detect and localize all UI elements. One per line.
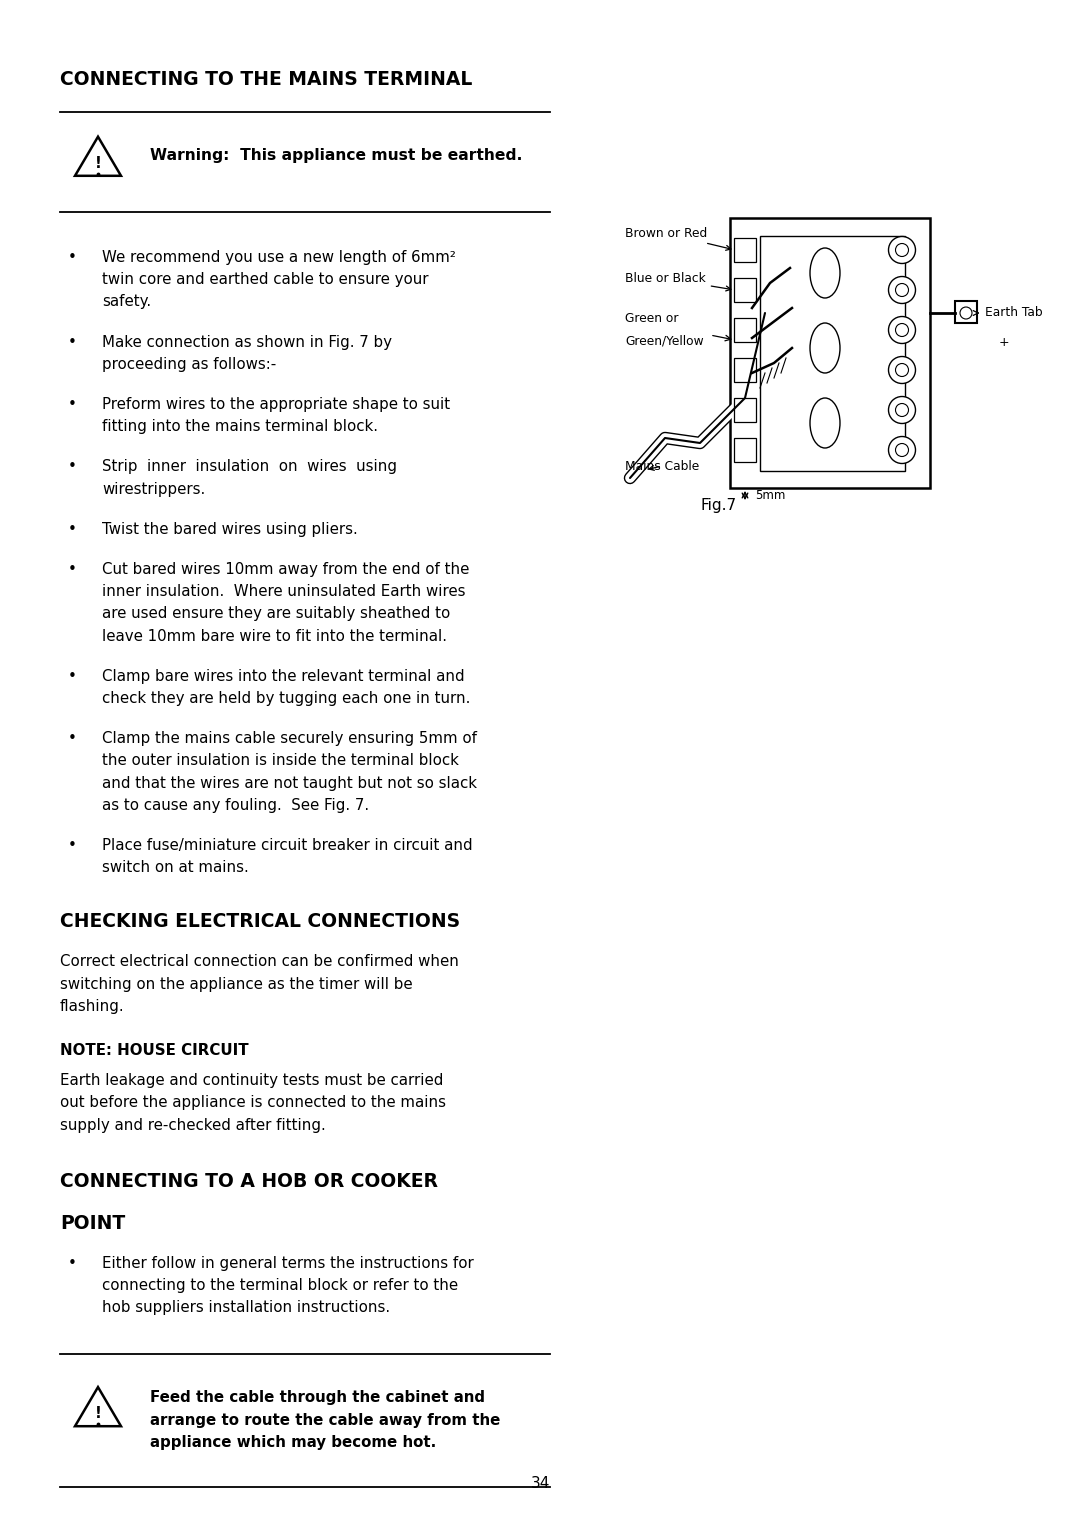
Text: Mains Cable: Mains Cable	[625, 460, 699, 472]
Text: Either follow in general terms the instructions for: Either follow in general terms the instr…	[102, 1256, 474, 1271]
Text: wirestrippers.: wirestrippers.	[102, 481, 205, 497]
Text: Preform wires to the appropriate shape to suit: Preform wires to the appropriate shape t…	[102, 397, 450, 413]
Text: are used ensure they are suitably sheathed to: are used ensure they are suitably sheath…	[102, 607, 450, 622]
Text: Cut bared wires 10mm away from the end of the: Cut bared wires 10mm away from the end o…	[102, 562, 470, 578]
Text: check they are held by tugging each one in turn.: check they are held by tugging each one …	[102, 691, 471, 706]
Text: switch on at mains.: switch on at mains.	[102, 860, 248, 876]
Text: arrange to route the cable away from the: arrange to route the cable away from the	[150, 1412, 500, 1427]
Text: safety.: safety.	[102, 295, 151, 309]
Text: •: •	[68, 397, 77, 413]
Text: •: •	[68, 837, 77, 853]
Text: appliance which may become hot.: appliance which may become hot.	[150, 1435, 436, 1450]
Text: twin core and earthed cable to ensure your: twin core and earthed cable to ensure yo…	[102, 272, 429, 287]
Text: switching on the appliance as the timer will be: switching on the appliance as the timer …	[60, 976, 413, 992]
Text: •: •	[68, 562, 77, 578]
Text: +: +	[999, 336, 1010, 350]
Text: connecting to the terminal block or refer to the: connecting to the terminal block or refe…	[102, 1277, 458, 1293]
Circle shape	[889, 356, 916, 384]
Text: Earth Tab: Earth Tab	[973, 307, 1042, 319]
Text: Warning:  This appliance must be earthed.: Warning: This appliance must be earthed.	[150, 148, 523, 163]
Text: Strip  inner  insulation  on  wires  using: Strip inner insulation on wires using	[102, 460, 397, 474]
Text: 34: 34	[530, 1476, 550, 1490]
Text: the outer insulation is inside the terminal block: the outer insulation is inside the termi…	[102, 753, 459, 769]
Text: !: !	[95, 156, 102, 171]
Text: Correct electrical connection can be confirmed when: Correct electrical connection can be con…	[60, 955, 459, 969]
Text: Blue or Black: Blue or Black	[625, 272, 731, 290]
Text: We recommend you use a new length of 6mm²: We recommend you use a new length of 6mm…	[102, 251, 456, 264]
Text: out before the appliance is connected to the mains: out before the appliance is connected to…	[60, 1096, 446, 1111]
Circle shape	[889, 396, 916, 423]
Text: CHECKING ELECTRICAL CONNECTIONS: CHECKING ELECTRICAL CONNECTIONS	[60, 912, 460, 932]
Text: Green or: Green or	[625, 312, 678, 325]
Text: and that the wires are not taught but not so slack: and that the wires are not taught but no…	[102, 776, 477, 790]
Text: supply and re-checked after fitting.: supply and re-checked after fitting.	[60, 1117, 326, 1132]
Text: Clamp the mains cable securely ensuring 5mm of: Clamp the mains cable securely ensuring …	[102, 732, 477, 746]
Text: Clamp bare wires into the relevant terminal and: Clamp bare wires into the relevant termi…	[102, 669, 464, 685]
Text: Green/Yellow: Green/Yellow	[625, 335, 704, 348]
Text: CONNECTING TO A HOB OR COOKER: CONNECTING TO A HOB OR COOKER	[60, 1172, 438, 1190]
Text: NOTE: HOUSE CIRCUIT: NOTE: HOUSE CIRCUIT	[60, 1044, 248, 1057]
Text: Twist the bared wires using pliers.: Twist the bared wires using pliers.	[102, 521, 357, 536]
Text: Place fuse/miniature circuit breaker in circuit and: Place fuse/miniature circuit breaker in …	[102, 837, 473, 853]
Text: Fig.7: Fig.7	[700, 498, 737, 513]
Text: hob suppliers installation instructions.: hob suppliers installation instructions.	[102, 1300, 390, 1316]
Text: fitting into the mains terminal block.: fitting into the mains terminal block.	[102, 419, 378, 434]
Text: •: •	[68, 669, 77, 685]
Text: !: !	[95, 1406, 102, 1421]
Text: •: •	[68, 460, 77, 474]
Text: Earth leakage and continuity tests must be carried: Earth leakage and continuity tests must …	[60, 1073, 444, 1088]
Text: leave 10mm bare wire to fit into the terminal.: leave 10mm bare wire to fit into the ter…	[102, 628, 447, 643]
Text: POINT: POINT	[60, 1213, 125, 1233]
Text: Make connection as shown in Fig. 7 by: Make connection as shown in Fig. 7 by	[102, 335, 392, 350]
Text: 5mm: 5mm	[755, 489, 785, 503]
Circle shape	[889, 437, 916, 463]
Text: flashing.: flashing.	[60, 999, 124, 1013]
Text: •: •	[68, 521, 77, 536]
Text: Brown or Red: Brown or Red	[625, 228, 731, 251]
Circle shape	[889, 277, 916, 304]
Text: •: •	[68, 251, 77, 264]
Text: inner insulation.  Where uninsulated Earth wires: inner insulation. Where uninsulated Eart…	[102, 584, 465, 599]
Text: •: •	[68, 335, 77, 350]
Text: CONNECTING TO THE MAINS TERMINAL: CONNECTING TO THE MAINS TERMINAL	[60, 70, 472, 89]
Text: •: •	[68, 732, 77, 746]
Text: Feed the cable through the cabinet and: Feed the cable through the cabinet and	[150, 1390, 485, 1406]
Text: as to cause any fouling.  See Fig. 7.: as to cause any fouling. See Fig. 7.	[102, 798, 369, 813]
Text: •: •	[68, 1256, 77, 1271]
FancyBboxPatch shape	[730, 219, 930, 487]
Text: proceeding as follows:-: proceeding as follows:-	[102, 358, 276, 371]
Circle shape	[889, 237, 916, 263]
Circle shape	[889, 316, 916, 344]
